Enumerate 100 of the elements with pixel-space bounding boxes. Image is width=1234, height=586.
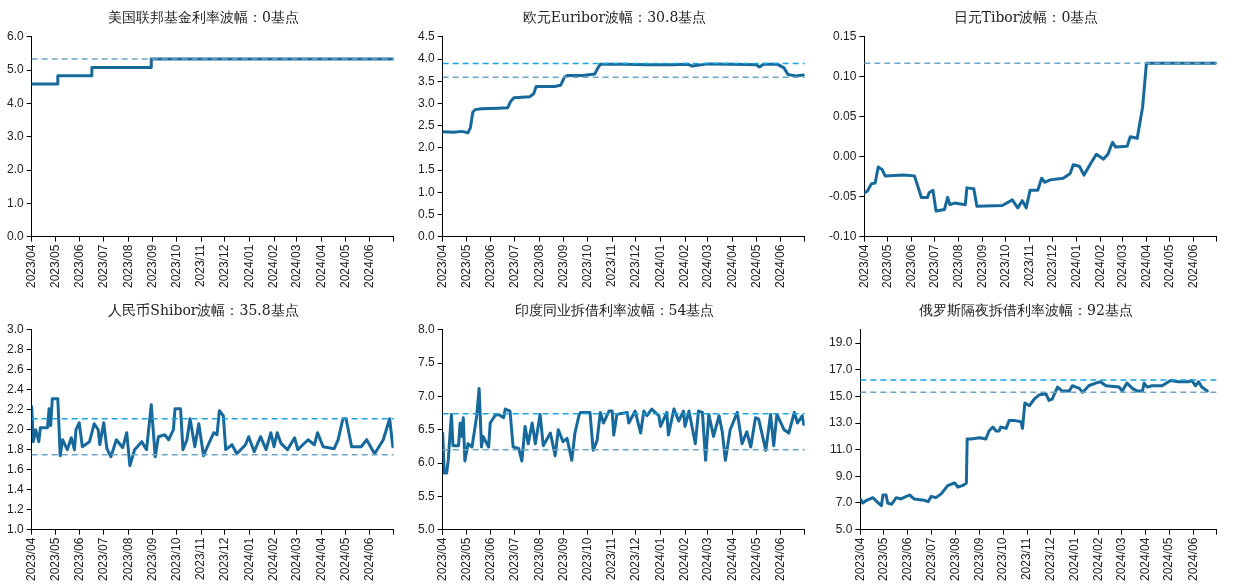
y-tick-label: 7.0 <box>417 388 435 403</box>
x-tick-label: 2023/09 <box>556 244 571 289</box>
y-tick-label: 13.0 <box>829 415 853 430</box>
y-tick-label: 15.0 <box>829 388 853 403</box>
x-tick-label: 2023/11 <box>604 537 619 581</box>
y-tick-label: 4.5 <box>417 29 435 44</box>
y-tick-label: 19.0 <box>829 335 853 350</box>
x-tick-label: 2023/06 <box>900 537 915 582</box>
y-tick-label: 0.0 <box>417 228 435 243</box>
x-tick-label: 2023/10 <box>579 537 594 582</box>
x-tick-label: 2024/06 <box>773 244 788 289</box>
y-tick-label: 1.2 <box>6 501 24 516</box>
x-tick-label: 2024/04 <box>724 244 739 289</box>
y-tick-label: 0.00 <box>832 149 857 164</box>
y-tick-label: 17.0 <box>829 362 853 377</box>
x-tick-label: 2023/05 <box>458 537 473 582</box>
x-tick-label: 2024/01 <box>1067 537 1082 582</box>
x-tick-label: 2023/08 <box>531 537 546 582</box>
x-tick-label: 2023/10 <box>168 537 183 582</box>
x-tick-label: 2023/05 <box>47 537 62 582</box>
y-tick-label: 1.8 <box>6 442 24 457</box>
x-tick-label: 2024/03 <box>289 537 304 582</box>
x-tick-label: 2023/06 <box>483 537 498 582</box>
x-tick-label: 2023/04 <box>852 537 867 582</box>
x-tick-label: 2024/06 <box>1185 244 1200 289</box>
x-tick-label: 2023/11 <box>193 537 208 581</box>
x-tick-label: 2024/01 <box>652 244 667 289</box>
x-tick-label: 2023/09 <box>145 537 160 582</box>
x-tick-label: 2023/10 <box>579 244 594 289</box>
y-tick-label: 3.5 <box>417 73 435 88</box>
x-tick-label: 2023/09 <box>974 244 989 289</box>
y-tick-label: 3.0 <box>6 129 24 144</box>
x-tick-label: 2024/06 <box>362 244 377 289</box>
x-tick-label: 2024/02 <box>266 537 281 582</box>
x-tick-label: 2024/02 <box>1091 537 1106 582</box>
x-tick-label: 2023/04 <box>434 537 449 582</box>
y-tick-label: 5.0 <box>835 521 853 536</box>
x-tick-label: 2023/12 <box>628 537 643 582</box>
chart-title: 印度同业拆借利率波幅：54基点 <box>514 302 715 319</box>
x-tick-label: 2024/05 <box>1161 244 1176 289</box>
y-tick-label: 2.0 <box>6 422 24 437</box>
x-tick-label: 2024/05 <box>748 537 763 582</box>
x-tick-label: 2024/04 <box>313 537 328 582</box>
x-tick-label: 2023/12 <box>1042 537 1057 582</box>
x-tick-label: 2023/05 <box>879 244 894 289</box>
x-tick-label: 2024/03 <box>700 244 715 289</box>
x-tick-label: 2023/06 <box>483 244 498 289</box>
x-tick-label: 2023/06 <box>72 244 87 289</box>
y-tick-label: 6.0 <box>417 455 435 470</box>
x-tick-label: 2023/04 <box>23 244 38 289</box>
x-tick-label: 2024/04 <box>1138 244 1153 289</box>
x-tick-label: 2023/12 <box>628 244 643 289</box>
x-tick-label: 2024/05 <box>748 244 763 289</box>
y-tick-label: -0.10 <box>828 228 857 243</box>
x-tick-label: 2024/01 <box>241 244 256 289</box>
chart-title: 日元Tibor波幅：0基点 <box>953 9 1099 26</box>
x-tick-label: 2023/08 <box>531 244 546 289</box>
x-tick-label: 2024/04 <box>1137 537 1152 582</box>
x-tick-label: 2024/02 <box>1092 244 1107 289</box>
y-tick-label: 3.0 <box>417 95 435 110</box>
y-tick-label: 5.5 <box>417 488 435 503</box>
x-tick-label: 2024/02 <box>677 244 692 289</box>
x-tick-label: 2024/05 <box>337 244 352 289</box>
y-tick-label: 3.0 <box>6 322 24 337</box>
x-tick-label: 2024/04 <box>313 244 328 289</box>
y-tick-label: 1.6 <box>6 461 24 476</box>
x-tick-label: 2023/12 <box>217 244 232 289</box>
x-tick-label: 2023/09 <box>145 244 160 289</box>
x-tick-label: 2023/04 <box>434 244 449 289</box>
y-tick-label: 2.4 <box>6 382 24 397</box>
y-tick-label: 8.0 <box>417 322 435 337</box>
x-tick-label: 2023/08 <box>120 537 135 582</box>
y-tick-label: 2.0 <box>6 162 24 177</box>
y-tick-label: 0.0 <box>6 228 24 243</box>
x-tick-label: 2023/06 <box>72 537 87 582</box>
x-tick-label: 2023/05 <box>47 244 62 289</box>
y-tick-label: 1.0 <box>6 195 24 210</box>
x-tick-label: 2024/01 <box>1068 244 1083 289</box>
y-tick-label: 2.2 <box>6 402 24 417</box>
y-tick-label: 2.6 <box>6 362 24 377</box>
x-tick-label: 2023/05 <box>458 244 473 289</box>
x-tick-label: 2023/07 <box>96 537 111 582</box>
x-tick-label: 2024/05 <box>337 537 352 582</box>
x-tick-label: 2024/03 <box>1114 244 1129 289</box>
y-tick-label: 7.0 <box>835 495 853 510</box>
x-tick-label: 2023/07 <box>926 244 941 289</box>
x-tick-label: 2023/05 <box>876 537 891 582</box>
y-tick-label: 2.0 <box>417 140 435 155</box>
x-tick-label: 2023/06 <box>903 244 918 289</box>
chart-title: 欧元Euribor波幅：30.8基点 <box>522 9 707 26</box>
x-tick-label: 2023/12 <box>1044 244 1059 289</box>
x-tick-label: 2024/01 <box>652 537 667 582</box>
x-tick-label: 2023/04 <box>23 537 38 582</box>
x-tick-label: 2024/03 <box>289 244 304 289</box>
x-tick-label: 2023/07 <box>507 537 522 582</box>
y-tick-label: 0.05 <box>832 109 857 124</box>
chart-title: 美国联邦基金利率波幅：0基点 <box>108 9 299 26</box>
y-tick-label: 9.0 <box>835 468 853 483</box>
y-tick-label: 7.5 <box>417 355 435 370</box>
y-tick-label: 1.0 <box>417 184 435 199</box>
